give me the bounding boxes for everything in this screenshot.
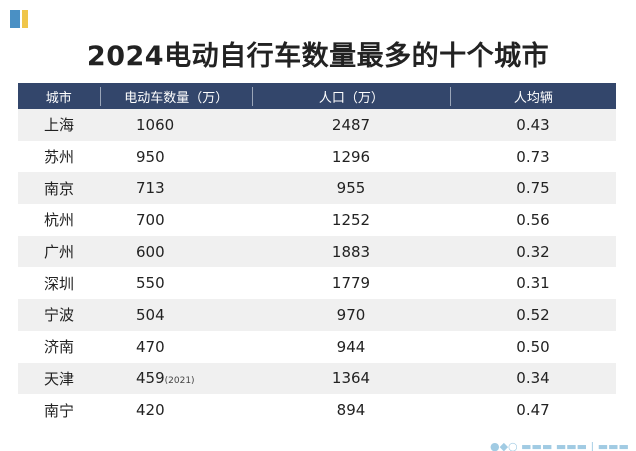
cell-count-value: 1060: [136, 115, 175, 134]
cell-count-value: 950: [136, 147, 165, 166]
cell-city: 南宁: [43, 401, 74, 420]
cell-city: 深圳: [43, 274, 74, 293]
table-row: 深圳 550 1779 0.31: [18, 267, 616, 300]
cell-population: 1296: [331, 147, 371, 166]
cell-city: 上海: [43, 116, 74, 135]
cell-population: 944: [336, 337, 366, 356]
cell-count: 470: [100, 338, 252, 356]
cell-population: 1779: [331, 274, 371, 293]
cell-per-capita: 0.32: [516, 242, 550, 261]
table-row: 上海 1060 2487 0.43: [18, 109, 616, 141]
cell-population: 970: [336, 305, 366, 324]
watermark-logo: ●◆○ ▬▬▬ ▬▬▬ | ▬▬▬: [490, 440, 629, 451]
logo-block-yellow: [22, 10, 28, 28]
table-row: 南京 713 955 0.75: [18, 172, 616, 205]
cell-city: 广州: [43, 243, 74, 262]
cell-city: 宁波: [43, 306, 74, 325]
header-per-capita: 人均辆: [513, 90, 553, 106]
cell-count-value: 700: [136, 210, 165, 229]
cell-count-value: 470: [136, 337, 165, 356]
header-city: 城市: [18, 86, 101, 106]
logo-block-blue: [10, 10, 20, 28]
cell-per-capita: 0.73: [516, 147, 550, 166]
cell-population: 1364: [331, 369, 371, 388]
cell-population: 1883: [331, 242, 371, 261]
cell-per-capita: 0.50: [516, 337, 550, 356]
cell-per-capita: 0.56: [516, 210, 550, 229]
data-table: 城市 电动车数量（万） 人口（万） 人均辆 上海 1060 2487 0.43 苏州 95…: [18, 83, 616, 426]
cell-per-capita: 0.75: [516, 179, 550, 198]
table-row: 南宁 420 894 0.47: [18, 394, 616, 426]
cell-count-value: 420: [136, 401, 165, 420]
cell-count-value: 600: [136, 242, 165, 261]
cell-count-value: 504: [136, 305, 165, 324]
cell-count-value: 550: [136, 274, 165, 293]
cell-per-capita: 0.43: [516, 115, 550, 134]
table-row: 天津 459(2021) 1364 0.34: [18, 362, 616, 395]
page-title: 2024电动自行车数量最多的十个城市: [86, 41, 550, 72]
cell-per-capita: 0.52: [516, 305, 550, 324]
cell-per-capita: 0.47: [516, 401, 550, 420]
cell-count: 459(2021): [100, 369, 252, 387]
cell-count: 713: [100, 179, 252, 197]
cell-population: 955: [336, 179, 366, 198]
cell-count: 700: [100, 211, 252, 229]
cell-count: 420: [100, 401, 252, 419]
table-row: 苏州 950 1296 0.73: [18, 140, 616, 173]
table-body: 上海 1060 2487 0.43 苏州 950 1296 0.73 南京 713 955 0.75 杭…: [18, 109, 616, 426]
cell-count-value: 459: [136, 369, 165, 388]
cell-count: 600: [100, 243, 252, 261]
cell-per-capita: 0.34: [516, 369, 550, 388]
cell-population: 894: [336, 401, 366, 420]
cell-count: 504: [100, 306, 252, 324]
cell-city: 苏州: [43, 148, 74, 167]
cell-count: 550: [100, 274, 252, 292]
cell-population: 1252: [331, 210, 371, 229]
cell-count: 1060: [100, 116, 252, 134]
cell-city: 杭州: [43, 211, 74, 230]
cell-count-value: 713: [136, 179, 165, 198]
cell-per-capita: 0.31: [516, 274, 550, 293]
table-row: 杭州 700 1252 0.56: [18, 204, 616, 236]
cell-city: 天津: [43, 369, 74, 388]
table-row: 广州 600 1883 0.32: [18, 235, 616, 268]
cell-population: 2487: [331, 115, 371, 134]
table-row: 济南 470 944 0.50: [18, 330, 616, 363]
cell-city: 济南: [43, 338, 74, 357]
table-header: 城市 电动车数量（万） 人口（万） 人均辆: [18, 83, 616, 109]
table-row: 宁波 504 970 0.52: [18, 299, 616, 331]
cell-city: 南京: [43, 179, 74, 198]
cell-count: 950: [100, 148, 252, 166]
header-population: 人口（万）: [253, 86, 451, 106]
cell-count-note: (2021): [164, 376, 195, 387]
corner-logo: [10, 10, 32, 28]
header-count: 电动车数量（万）: [101, 86, 253, 106]
